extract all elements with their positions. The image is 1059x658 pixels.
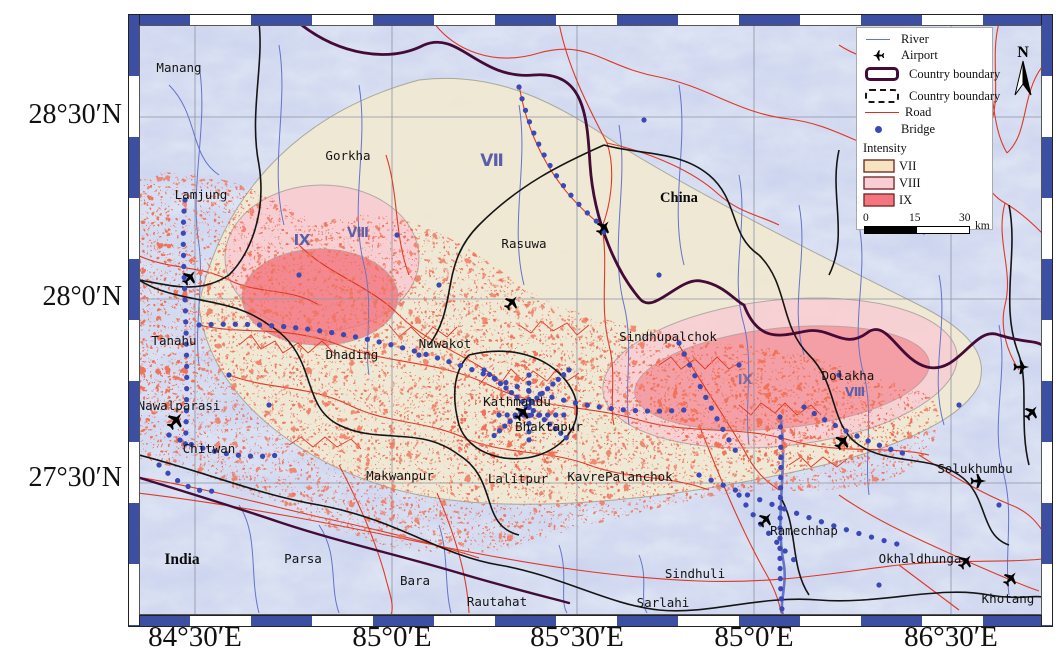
place-label-makwanpur: Makwanpur <box>366 468 434 483</box>
zone-label-viii-east: Ⅷ <box>845 385 865 399</box>
legend-item-country-boundary-1: Country boundary <box>863 64 1000 84</box>
place-label-bara: Bara <box>400 573 430 588</box>
frame-band-right <box>1041 14 1053 627</box>
place-label-kathmandu: Kathmandu <box>483 394 551 409</box>
legend-item-river: River <box>863 32 992 47</box>
road-line-icon <box>865 112 899 113</box>
place-label-solukhumbu: Solukhumbu <box>937 461 1012 476</box>
country-boundaries <box>139 25 1042 605</box>
legend-class-vii: VII <box>863 158 992 174</box>
place-label-ramechhap: Ramechhap <box>770 523 838 538</box>
place-label-bhaktapur: Bhaktapur <box>515 419 583 434</box>
place-label-nawalparasi: Nawalparasi <box>139 398 220 413</box>
place-label-sindhuli: Sindhuli <box>665 566 725 581</box>
scale-unit: km <box>975 220 990 232</box>
country-label-china: China <box>660 190 699 206</box>
place-label-rautahat: Rautahat <box>467 594 527 609</box>
legend-item-airport: Airport <box>863 48 992 63</box>
legend-label-airport: Airport <box>901 48 938 62</box>
place-label-gorkha: Gorkha <box>325 148 370 163</box>
north-arrow: N <box>1014 44 1032 96</box>
country-boundary-dashed-icon <box>865 89 899 103</box>
airport-icon <box>872 50 885 61</box>
legend-label-bridge: Bridge <box>901 121 936 136</box>
scale-tick-15: 15 <box>909 212 921 224</box>
legend-label-country-boundary-1: Country boundary <box>909 66 1001 81</box>
legend-label-country-boundary-2: Country boundary <box>909 88 1001 103</box>
zone-label-ix-west: Ⅸ <box>294 231 311 249</box>
legend-class-ix: IX <box>863 192 992 208</box>
place-label-tanahu: Tanahu <box>151 333 196 348</box>
lat-label-28-0N: 28°0′N <box>42 281 122 312</box>
scale-tick-0: 0 <box>863 212 869 224</box>
country-label-india: India <box>164 551 200 568</box>
place-label-dolakha: Dolakha <box>822 368 875 383</box>
legend-item-country-boundary-2: Country boundary <box>863 86 1000 106</box>
map-inner-frame <box>139 25 1042 615</box>
place-label-manang: Manang <box>156 60 201 75</box>
place-label-lamjung: Lamjung <box>175 187 228 202</box>
place-label-dhading: Dhading <box>326 347 379 362</box>
legend-label-viii: VIII <box>899 175 921 190</box>
place-labels: Manang Gorkha Lamjung Rasuwa Tanahu Dhad… <box>139 60 1034 610</box>
frame-band-bottom <box>128 615 1053 627</box>
place-label-kavrepalanchok: KavrePalanchok <box>567 469 673 484</box>
bridge-dot-icon <box>874 125 882 133</box>
lat-label-28-30N: 28°30′N <box>28 99 122 130</box>
place-label-khotang: Khotang <box>982 591 1035 606</box>
scale-bar: 0 15 30 km <box>863 212 990 238</box>
legend-label-river: River <box>901 32 929 46</box>
legend-label-ix: IX <box>899 192 913 207</box>
place-label-lalitpur: Lalitpur <box>488 471 549 486</box>
district-boundaries <box>139 25 1042 612</box>
legend-item-bridge: Bridge <box>863 120 992 138</box>
place-label-rasuwa: Rasuwa <box>501 236 546 251</box>
legend-item-road: Road <box>863 105 992 119</box>
country-boundary-icon <box>865 67 899 81</box>
bridges <box>156 84 1002 613</box>
lat-label-27-30N: 27°30′N <box>28 462 122 493</box>
intensity-vii-swatch <box>863 159 895 173</box>
legend-intensity-title: Intensity <box>863 141 907 155</box>
scale-tick-30: 30 <box>959 212 971 224</box>
place-label-parsa: Parsa <box>284 551 322 566</box>
river-line-icon <box>866 39 890 40</box>
north-arrow-label: N <box>1017 44 1029 61</box>
intensity-ix-swatch <box>863 193 895 207</box>
zone-label-ix-east: Ⅸ <box>738 373 753 388</box>
legend: River Airport Country boundary Country b… <box>856 27 1000 234</box>
scale-bar-graphic <box>864 226 970 234</box>
legend-label-vii: VII <box>899 158 917 173</box>
place-label-chitwan: Chitwan <box>183 441 236 456</box>
place-label-sarlahi: Sarlahi <box>637 595 690 610</box>
place-label-nuwakot: Nuwakot <box>419 336 472 351</box>
place-label-okhaldhunga: Okhaldhunga <box>879 551 962 566</box>
intensity-viii-swatch <box>863 176 895 190</box>
zone-labels: Ⅶ Ⅸ Ⅷ Ⅸ Ⅷ <box>294 151 865 399</box>
legend-label-road: Road <box>905 105 932 119</box>
place-label-sindhupalchok: Sindhupalchok <box>619 329 717 344</box>
zone-label-viii-west: Ⅷ <box>347 226 369 241</box>
zone-label-vii-west: Ⅶ <box>480 151 504 171</box>
legend-class-viii: VIII <box>863 175 992 191</box>
